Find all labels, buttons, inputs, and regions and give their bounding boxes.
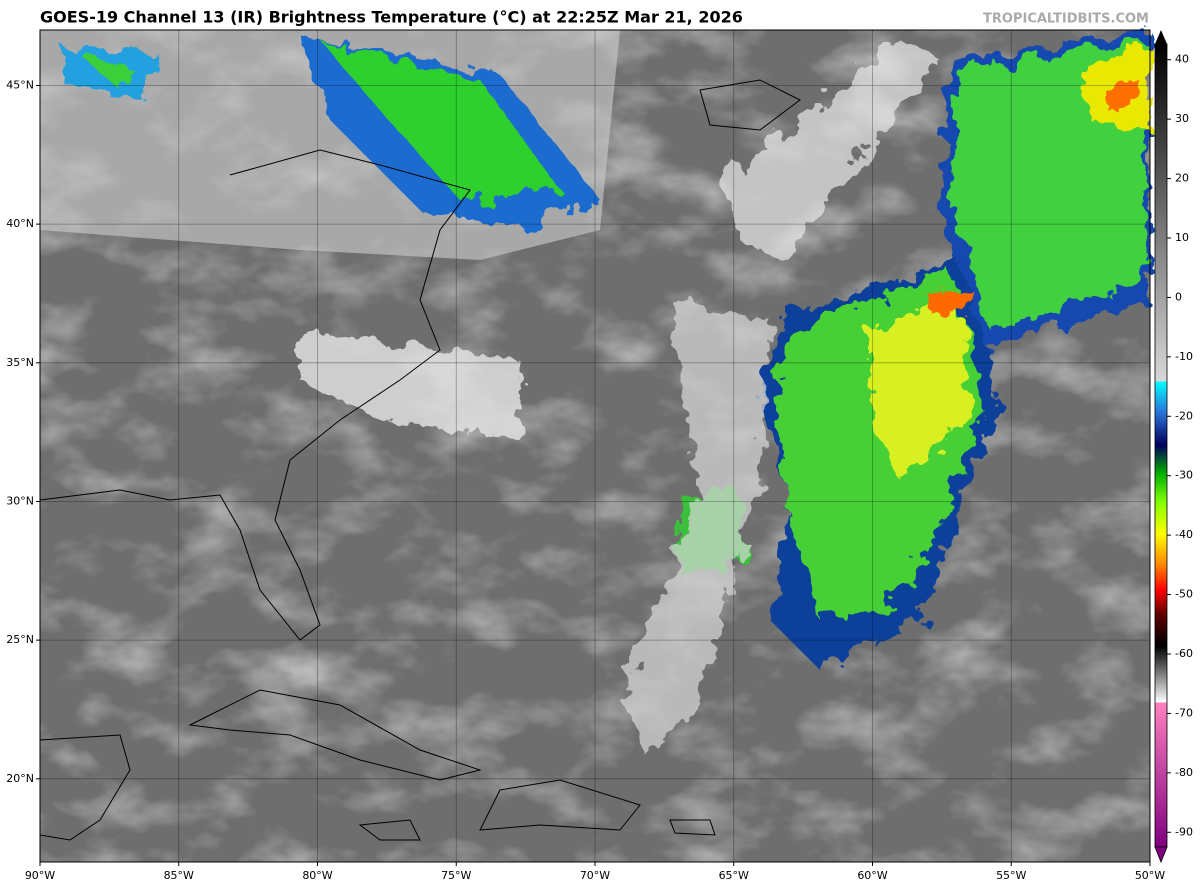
colorbar-tick-label: 30 [1175, 112, 1189, 125]
satellite-image [39, 30, 1150, 862]
y-tick-label: 20°N [6, 772, 34, 785]
y-tick-label: 25°N [6, 633, 34, 646]
x-tick-label: 85°W [164, 869, 194, 882]
y-tick-label: 40°N [6, 217, 34, 230]
x-tick-label: 65°W [719, 869, 749, 882]
colorbar-tick-label: -60 [1175, 647, 1193, 660]
x-tick-label: 55°W [996, 869, 1026, 882]
colorbar-tick-label: 40 [1175, 53, 1189, 66]
watermark: TROPICALTIDBITS.COM [983, 12, 1149, 27]
colorbar-tick-label: 20 [1175, 172, 1189, 185]
x-tick-label: 80°W [302, 869, 332, 882]
colorbar-tick-label: 10 [1175, 231, 1189, 244]
colorbar-tick-label: -80 [1175, 766, 1193, 779]
x-tick-label: 75°W [441, 869, 471, 882]
colorbar-arrow [1155, 30, 1167, 44]
y-tick-label: 45°N [6, 78, 34, 91]
colorbar-arrow [1154, 846, 1168, 864]
colorbar [1154, 43, 1168, 848]
colorbar-tick-label: -50 [1175, 588, 1193, 601]
title: GOES-19 Channel 13 (IR) Brightness Tempe… [40, 8, 743, 27]
colorbar-tick-label: -90 [1175, 825, 1193, 838]
y-tick-label: 35°N [6, 356, 34, 369]
colorbar-tick-label: -30 [1175, 469, 1193, 482]
colorbar-tick-label: -20 [1175, 409, 1193, 422]
colorbar-tick-label: 0 [1175, 290, 1182, 303]
x-tick-label: 50°W [1135, 869, 1165, 882]
x-tick-label: 60°W [857, 869, 887, 882]
x-tick-label: 70°W [580, 869, 610, 882]
colorbar-tick-label: -10 [1175, 350, 1193, 363]
colorbar-tick-label: -70 [1175, 706, 1193, 719]
colorbar-tick-label: -40 [1175, 528, 1193, 541]
x-tick-label: 90°W [25, 869, 55, 882]
y-tick-label: 30°N [6, 494, 34, 507]
